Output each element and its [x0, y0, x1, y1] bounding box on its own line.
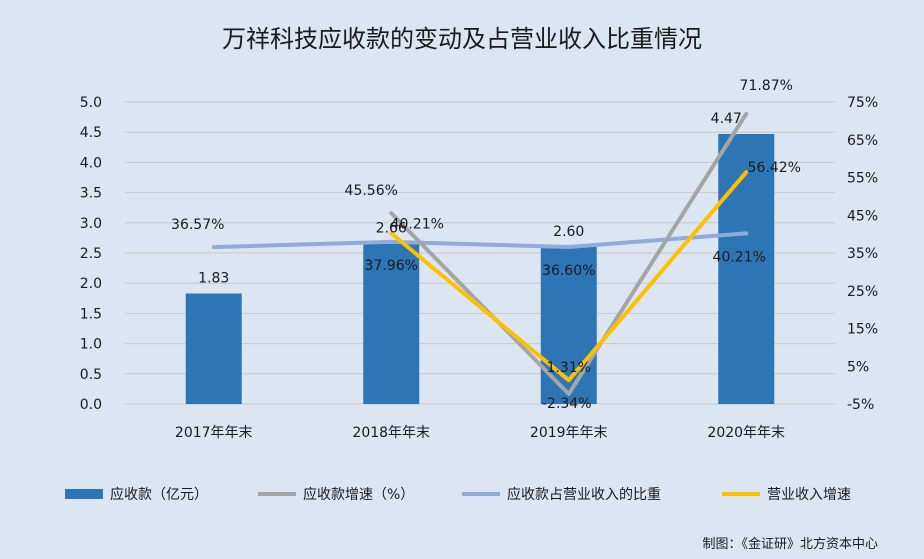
y-left-tick-label: 0.0	[80, 397, 102, 413]
y-right-tick-label: 5%	[847, 359, 869, 375]
data-label-s2-3: 36.60%	[542, 263, 595, 279]
legend-label-2: 应收款占营业收入的比重	[507, 486, 661, 503]
line-series-1	[389, 111, 749, 396]
legend-label-0: 应收款（亿元）	[110, 486, 208, 503]
bar-2	[363, 243, 420, 404]
data-labels: 1.83 2.66 2.60 4.47 45.56% -2.34% 71.87% 36.57%…	[171, 78, 801, 412]
data-label-s0-3: 2.60	[553, 224, 584, 240]
y-left-tick-label: 3.5	[80, 186, 102, 202]
bar-series	[185, 134, 775, 404]
legend-swatch-0	[65, 489, 103, 499]
data-label-s1-4: 71.87%	[740, 78, 793, 94]
y-right-tick-label: 65%	[847, 133, 878, 149]
x-tick-label: 2019年年末	[530, 425, 608, 441]
y-right-ticks: -5% 5% 15% 25% 35% 45% 55% 65% 75%	[847, 95, 878, 413]
data-label-s0-1: 1.83	[198, 270, 229, 286]
gridlines	[125, 101, 835, 405]
y-right-tick-label: 55%	[847, 171, 878, 187]
data-label-s3-4: 56.42%	[748, 160, 801, 176]
y-left-tick-label: 2.5	[80, 246, 102, 262]
y-right-tick-label: 45%	[847, 208, 878, 224]
y-left-tick-label: 4.5	[80, 125, 102, 141]
legend: 应收款（亿元） 应收款增速（%） 应收款占营业收入的比重 营业收入增速	[65, 486, 851, 503]
y-right-tick-label: 15%	[847, 322, 878, 338]
y-left-tick-label: 3.0	[80, 216, 102, 232]
y-right-tick-label: -5%	[847, 397, 874, 413]
data-label-s1-2: 45.56%	[345, 183, 398, 199]
legend-label-3: 营业收入增速	[767, 487, 851, 503]
data-label-s0-2: 2.66	[376, 220, 407, 236]
line-series-2	[211, 231, 749, 250]
x-ticks: 2017年年末 2018年年末 2019年年末 2020年年末	[175, 425, 785, 441]
data-label-s0-4: 4.47	[711, 111, 742, 127]
y-left-tick-label: 1.5	[80, 306, 102, 322]
data-label-s2-4: 40.21%	[713, 249, 766, 265]
data-label-s3-3: 1.31%	[547, 360, 591, 376]
y-left-tick-label: 4.0	[80, 155, 102, 171]
bar-4	[718, 134, 775, 404]
y-left-tick-label: 1.0	[80, 337, 102, 353]
x-tick-label: 2020年年末	[707, 425, 785, 441]
legend-label-1: 应收款增速（%）	[303, 486, 414, 503]
line-series-3	[389, 170, 749, 383]
y-left-tick-label: 2.0	[80, 276, 102, 292]
y-left-tick-label: 0.5	[80, 367, 102, 383]
y-left-ticks: 0.0 0.5 1.0 1.5 2.0 2.5 3.0 3.5 4.0 4.5 5.0	[80, 95, 102, 413]
data-label-s2-1: 36.57%	[171, 217, 224, 233]
x-tick-label: 2018年年末	[352, 425, 430, 441]
data-label-s3-2: 40.21%	[391, 216, 444, 232]
y-right-tick-label: 75%	[847, 95, 878, 111]
y-right-tick-label: 25%	[847, 284, 878, 300]
chart-source: 制图：《金证研》北方资本中心	[702, 536, 878, 552]
chart-title: 万祥科技应收款的变动及占营业收入比重情况	[222, 25, 702, 53]
x-tick-label: 2017年年末	[175, 425, 253, 441]
y-right-tick-label: 35%	[847, 246, 878, 262]
bar-1	[185, 293, 242, 404]
y-left-tick-label: 5.0	[80, 95, 102, 111]
data-label-s1-3: -2.34%	[542, 396, 592, 412]
line-series	[211, 111, 749, 396]
data-label-s2-2: 37.96%	[365, 258, 418, 274]
